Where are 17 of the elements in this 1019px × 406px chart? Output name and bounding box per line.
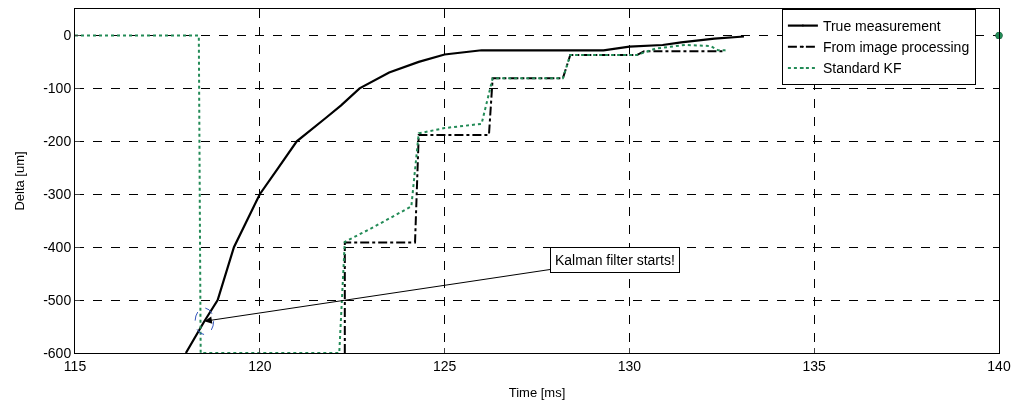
- y-axis-title: Delta [um]: [12, 151, 28, 211]
- x-axis-title: Time [ms]: [508, 385, 566, 401]
- legend-label: From image processing: [822, 39, 970, 56]
- y-tick-label: -200: [43, 133, 72, 150]
- x-tick-label: 120: [248, 357, 272, 374]
- y-tick-label: -100: [43, 80, 72, 97]
- x-tick-label: 140: [987, 357, 1011, 374]
- y-tick-label: -500: [43, 291, 72, 308]
- annotation: Kalman filter starts!: [555, 252, 675, 268]
- x-tick-label: 130: [617, 357, 642, 374]
- legend-label: Standard KF: [822, 60, 902, 77]
- x-tick-label: 125: [432, 357, 457, 374]
- legend-label: True measurement: [822, 18, 941, 35]
- y-tick-label: -400: [43, 239, 72, 256]
- y-tick-label: 0: [63, 27, 72, 44]
- y-tick-label: -300: [43, 186, 72, 203]
- x-tick-label: 135: [802, 357, 827, 374]
